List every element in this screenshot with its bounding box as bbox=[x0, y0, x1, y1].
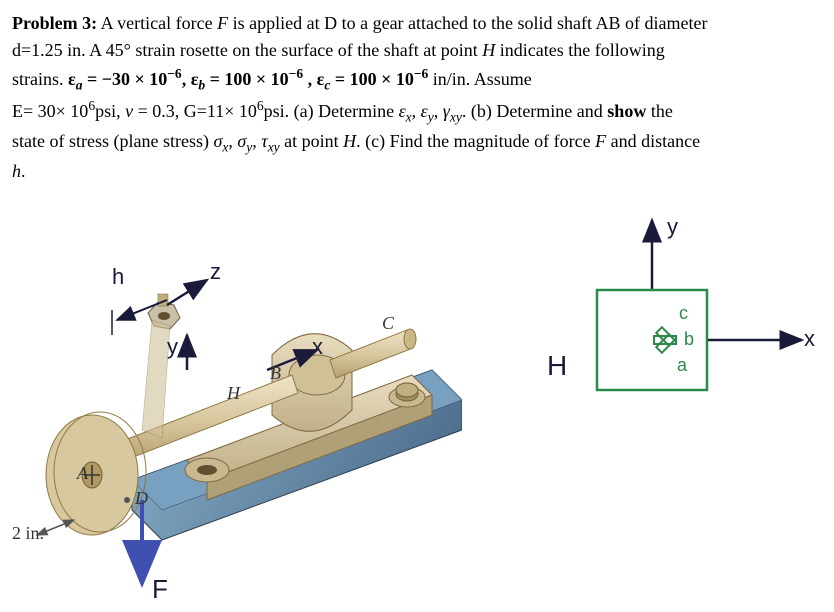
label-A: A bbox=[77, 460, 88, 487]
label-D: D bbox=[135, 485, 148, 512]
problem-line-2: d=1.25 in. A 45° strain rosette on the s… bbox=[12, 37, 822, 64]
label-rosette-b: b bbox=[684, 326, 694, 353]
problem-line-4: E= 30× 106psi, ν = 0.3, G=11× 106psi. (a… bbox=[12, 96, 822, 128]
label-x: x bbox=[312, 330, 323, 363]
label-C: C bbox=[382, 310, 394, 337]
problem-line-3: strains. εa = −30 × 10−6, εb = 100 × 10−… bbox=[12, 64, 822, 96]
problem-line-6: h. bbox=[12, 158, 822, 185]
label-H: H bbox=[227, 380, 240, 407]
label-h: h bbox=[112, 260, 124, 293]
shaft-assembly-figure: h z y x H B C A D 2 in. F bbox=[12, 200, 462, 600]
rosette-svg bbox=[472, 200, 822, 500]
label-H-right: H bbox=[547, 345, 567, 387]
label-z: z bbox=[210, 255, 221, 288]
label-x-right: x bbox=[804, 322, 815, 355]
label-y: y bbox=[167, 330, 178, 363]
problem-line-1: Problem 3: A vertical force F is applied… bbox=[12, 10, 822, 37]
label-2in: 2 in. bbox=[12, 520, 44, 547]
problem-title: Problem 3: bbox=[12, 13, 97, 33]
problem-statement: Problem 3: A vertical force F is applied… bbox=[12, 10, 822, 185]
rosette-figure: y x H c b a bbox=[472, 200, 822, 500]
label-rosette-c: c bbox=[679, 300, 688, 327]
label-F: F bbox=[152, 570, 168, 609]
figure-area: h z y x H B C A D 2 in. F bbox=[12, 200, 822, 600]
problem-line-5: state of stress (plane stress) σx, σy, τ… bbox=[12, 128, 822, 158]
label-y-right: y bbox=[667, 210, 678, 243]
label-rosette-a: a bbox=[677, 352, 687, 379]
label-B: B bbox=[270, 360, 281, 387]
